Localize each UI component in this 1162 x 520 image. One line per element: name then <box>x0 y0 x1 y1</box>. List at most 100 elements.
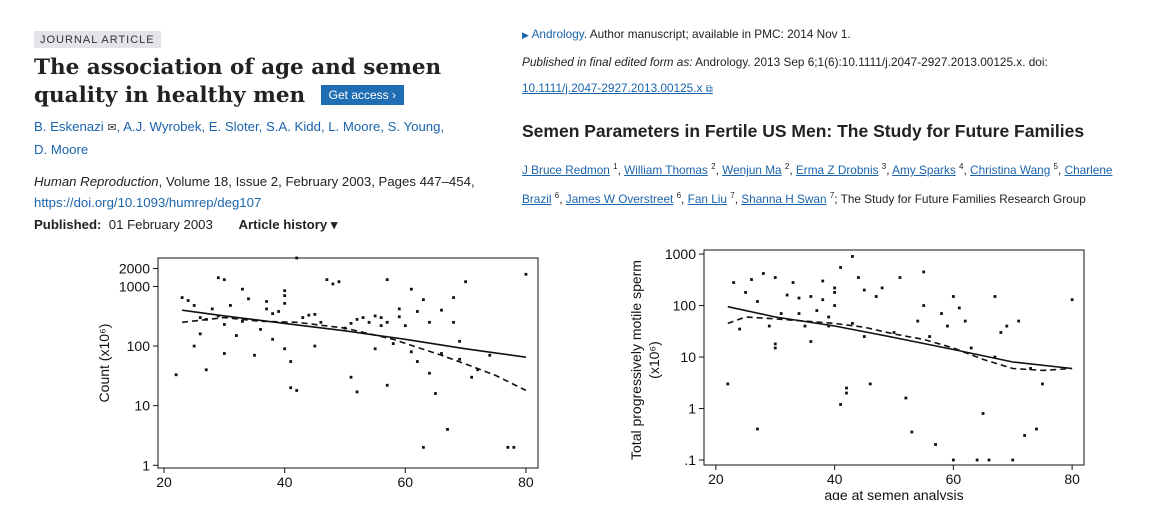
citation-details: , Volume 18, Issue 2, February 2003, Pag… <box>158 174 475 189</box>
affiliation-sup: 6 <box>554 190 560 200</box>
author-link[interactable]: James W Overstreet <box>565 191 674 206</box>
data-point <box>1041 382 1044 386</box>
affiliation-sup: 2 <box>711 162 716 171</box>
author-link[interactable]: Amy Sparks <box>892 162 956 177</box>
plot-frame <box>157 257 539 469</box>
data-point <box>434 392 437 395</box>
data-point <box>409 350 413 354</box>
data-point <box>331 282 335 286</box>
data-point <box>809 295 813 298</box>
data-point <box>337 280 341 284</box>
y-tick-label: 1 <box>142 457 150 473</box>
data-point <box>216 314 220 318</box>
data-point <box>265 300 268 303</box>
data-point <box>761 272 765 275</box>
author-link[interactable]: B. Eskenazi <box>34 119 104 134</box>
data-point <box>222 352 226 355</box>
article-type-badge: JOURNAL ARTICLE <box>34 31 161 48</box>
affiliation-sup: 1 <box>613 162 618 171</box>
data-point <box>934 443 937 446</box>
data-point <box>951 295 955 298</box>
author-link[interactable]: Wenjun Ma <box>722 162 782 177</box>
data-point <box>981 412 985 415</box>
author-link[interactable]: Erma Z Drobnis <box>795 162 879 177</box>
data-point <box>910 430 914 434</box>
envelope-icon[interactable]: ✉ <box>107 122 117 134</box>
affiliation-sup: 2 <box>784 162 790 171</box>
data-point <box>797 312 801 315</box>
data-point <box>391 342 395 345</box>
data-point <box>512 445 516 449</box>
data-point <box>892 331 896 334</box>
data-point <box>403 324 407 328</box>
data-point <box>1017 319 1021 323</box>
data-point <box>524 272 528 276</box>
data-point <box>409 287 413 291</box>
data-point <box>379 324 383 328</box>
data-point <box>916 319 920 323</box>
data-point <box>440 352 443 355</box>
published-label: Published: <box>34 217 102 232</box>
author-link[interactable]: E. Sloter <box>208 119 259 134</box>
article-title: Semen Parameters in Fertile US Men: The … <box>522 121 1085 141</box>
data-point <box>385 383 389 387</box>
author-link[interactable]: Fan Liu <box>687 191 727 206</box>
data-point <box>361 316 365 320</box>
data-point <box>791 281 795 284</box>
affiliation-sup: 7 <box>829 190 835 200</box>
y-tick-label: 2000 <box>119 260 150 276</box>
y-tick-label: 100 <box>673 298 697 314</box>
data-point <box>880 286 884 290</box>
data-point <box>1070 298 1074 302</box>
data-point <box>506 445 510 449</box>
data-point <box>452 320 455 324</box>
data-point <box>355 390 359 394</box>
author-link[interactable]: Charlene Brazil <box>522 162 1113 206</box>
author-link[interactable]: D. Moore <box>34 142 89 157</box>
data-point <box>192 344 196 348</box>
doi-link[interactable]: 10.1111/j.2047-2927.2013.00125.x ⧉ <box>522 81 713 95</box>
data-point <box>839 403 842 406</box>
data-point <box>325 278 329 282</box>
author-link[interactable]: Shanna H Swan <box>741 191 827 206</box>
data-point <box>963 319 967 323</box>
data-point <box>265 307 268 311</box>
data-point <box>222 278 226 282</box>
author-link[interactable]: S. Young <box>387 119 441 134</box>
y-axis-label: Count (x10⁶) <box>96 324 112 403</box>
data-point <box>797 296 801 300</box>
doi-link[interactable]: https://doi.org/10.1093/humrep/deg107 <box>34 195 262 210</box>
y-axis-label-unit: (x10⁶) <box>646 341 662 379</box>
published-final-label: Published in final edited form as: <box>522 55 693 69</box>
get-access-button[interactable]: Get access › <box>320 85 405 105</box>
author-link[interactable]: A.J. Wyrobek <box>123 119 202 134</box>
author-link[interactable]: L. Moore <box>328 119 381 134</box>
x-tick-label: 60 <box>398 474 414 490</box>
trend-line-dashed <box>727 316 1073 372</box>
data-point <box>732 281 736 284</box>
author-link[interactable]: William Thomas <box>624 162 708 177</box>
data-point <box>993 295 997 298</box>
data-point <box>874 295 878 298</box>
article-history-toggle[interactable]: Article history ▾ <box>238 217 338 232</box>
data-point <box>922 270 926 274</box>
journal-link[interactable]: Andrology <box>531 27 584 41</box>
author-link[interactable]: S.A. Kidd <box>265 119 321 134</box>
research-group: ; The Study for Future Families Research… <box>834 191 1086 206</box>
y-tick-label: 100 <box>127 338 151 354</box>
motile-sperm-chart: 20 40 60 80 .1 1 10 100 1000 age at semen analysi… <box>628 246 1085 500</box>
data-point <box>210 307 214 311</box>
data-point <box>283 347 287 351</box>
y-tick-label: .1 <box>684 452 696 468</box>
author-link[interactable]: J Bruce Redmon <box>522 162 610 177</box>
author-link[interactable]: Christina Wang <box>970 162 1051 177</box>
data-point <box>289 386 293 390</box>
data-point <box>856 276 860 279</box>
data-point <box>922 304 926 307</box>
data-point <box>367 320 371 324</box>
data-point <box>415 310 419 313</box>
trend-line-solid <box>181 309 527 358</box>
x-tick-label: 80 <box>518 474 534 490</box>
data-point <box>987 458 991 462</box>
get-access-label: Get access <box>328 88 389 102</box>
